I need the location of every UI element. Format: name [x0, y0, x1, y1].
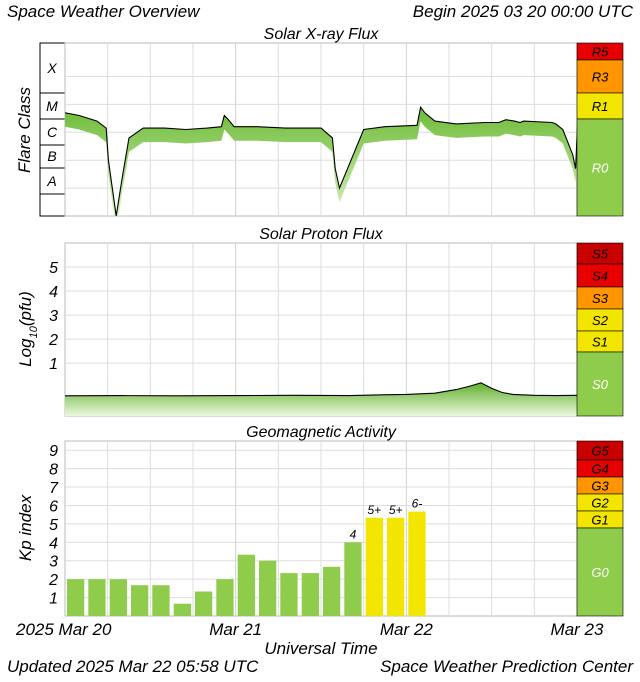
kp-bar [195, 591, 213, 616]
kp-bar [387, 517, 405, 616]
proton-scale-label: S3 [592, 291, 609, 306]
x-tick-label: Mar 23 [551, 620, 604, 639]
kp-ytick: 8 [49, 462, 58, 479]
proton-title: Solar Proton Flux [259, 226, 384, 243]
xray-ylabel: Flare Class [15, 87, 34, 173]
proton-line [65, 382, 577, 397]
kp-bar [216, 579, 234, 616]
proton-scale-label: S1 [592, 335, 608, 350]
kp-bar [280, 573, 298, 616]
grid-lines [65, 43, 577, 616]
proton-ytick: 3 [49, 308, 58, 325]
begin-time: Begin 2025 03 20 00:00 UTC [412, 2, 633, 21]
flare-class-labels: X M C B A [39, 42, 66, 217]
source-label: Space Weather Prediction Center [380, 657, 633, 676]
xray-scale-label: R0 [592, 161, 609, 176]
kp-bar [259, 560, 277, 616]
kp-bar [408, 511, 426, 616]
kp-bar [344, 542, 362, 616]
flare-class-b: B [47, 148, 56, 164]
data-layer: 4 5+ 5+ 6- [65, 105, 577, 616]
kp-ytick: 4 [49, 535, 58, 552]
kp-bar [88, 579, 106, 616]
xray-scale-r3 [576, 59, 624, 94]
page-title: Space Weather Overview [7, 2, 200, 21]
proton-scale-label: S4 [592, 269, 608, 284]
kp-scale-label: G0 [591, 565, 609, 580]
kp-bar [173, 603, 191, 616]
kp-bar-label: 5+ [389, 503, 403, 517]
x-tick-label: 2025 Mar 20 [15, 620, 112, 639]
kp-bar [109, 579, 127, 616]
flare-class-x: X [46, 60, 57, 76]
kp-bar [323, 566, 341, 616]
flare-class-c: C [47, 124, 58, 140]
proton-ytick: 5 [49, 260, 58, 277]
kp-ytick: 6 [49, 498, 58, 515]
xray-scale-label: R1 [592, 99, 609, 114]
xray-title: Solar X-ray Flux [264, 26, 380, 43]
x-axis-label: Universal Time [264, 639, 377, 658]
proton-ytick: 4 [49, 284, 58, 301]
kp-bar-label: 5+ [367, 503, 381, 517]
kp-ytick: 9 [49, 443, 58, 460]
kp-bar-label: 6- [412, 497, 423, 511]
xray-line [65, 105, 577, 216]
proton-scale-label: S2 [592, 313, 609, 328]
kp-bar [152, 585, 170, 616]
kp-scale-label: G2 [591, 496, 609, 511]
proton-ytick: 2 [48, 332, 58, 349]
xray-area [65, 107, 577, 216]
flare-class-a: A [46, 173, 56, 189]
kp-ytick: 2 [48, 572, 58, 589]
kp-scale-label: G4 [591, 462, 608, 477]
xray-scale-label: R5 [592, 45, 609, 60]
kp-ytick: 1 [49, 591, 58, 608]
flare-class-m: M [46, 98, 58, 114]
proton-ylabel: Log10(pfu) [16, 291, 40, 367]
kp-ylabel: Kp index [16, 494, 35, 561]
kp-bar [131, 585, 149, 616]
x-tick-label: Mar 22 [380, 620, 433, 639]
kp-bar [237, 554, 255, 616]
xray-scale-r1 [576, 92, 624, 120]
kp-scale-label: G5 [591, 444, 609, 459]
kp-ytick: 5 [49, 517, 58, 534]
kp-bar [67, 579, 85, 616]
xray-scale-r0 [576, 118, 624, 217]
kp-ytick: 7 [49, 480, 59, 497]
xray-scale-label: R3 [592, 70, 609, 85]
x-tick-label: Mar 21 [209, 620, 262, 639]
proton-scale-label: S0 [592, 377, 609, 392]
kp-title: Geomagnetic Activity [246, 424, 397, 441]
scale-bars: R5 R3 R1 R0 S5 S4 S3 S2 S1 S0 G5 G4 G3 G2 G1 G0 [576, 42, 624, 617]
proton-ytick: 1 [49, 356, 58, 373]
kp-bar [365, 517, 383, 616]
kp-scale-g0 [576, 527, 624, 617]
proton-scale-label: S5 [592, 247, 609, 262]
kp-bar [301, 573, 319, 616]
proton-scale-s0 [576, 351, 624, 417]
kp-scale-label: G1 [591, 513, 608, 528]
updated-time: Updated 2025 Mar 22 05:58 UTC [7, 657, 259, 676]
kp-scale-label: G3 [591, 479, 609, 494]
kp-bar-label: 4 [350, 527, 357, 541]
kp-ytick: 3 [49, 554, 58, 571]
